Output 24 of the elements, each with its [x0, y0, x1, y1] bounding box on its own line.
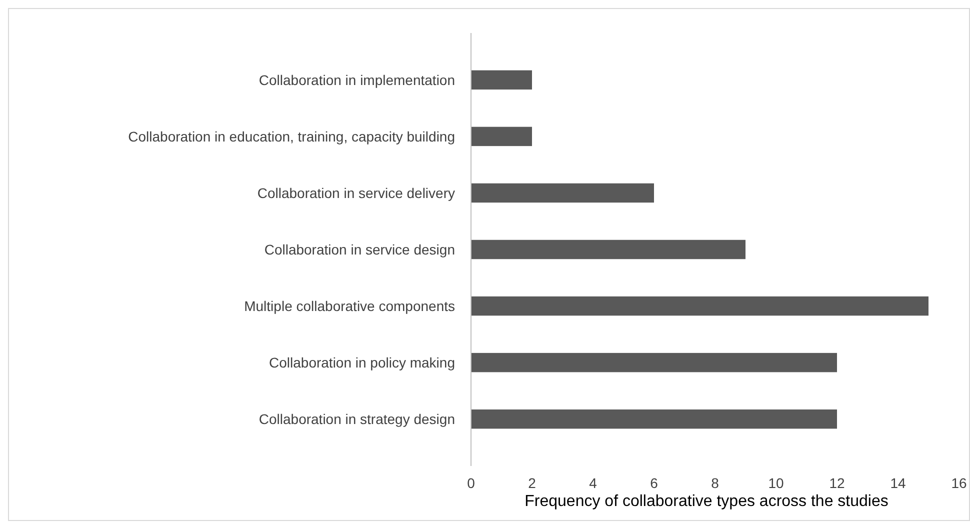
y-tick-label: Collaboration in education, training, capacity building: [128, 128, 455, 144]
x-tick-label: 10: [768, 475, 784, 491]
x-tick-label: 0: [467, 475, 476, 491]
y-tick-label: Collaboration in service design: [264, 241, 455, 258]
bar: [471, 409, 837, 429]
x-tick-label: 12: [829, 475, 845, 491]
bar: [471, 296, 928, 316]
bar: [471, 240, 746, 260]
x-tick-label: 14: [890, 475, 906, 491]
y-tick-label: Multiple collaborative components: [244, 298, 455, 314]
bar: [471, 126, 532, 146]
x-tick-label: 16: [951, 475, 967, 491]
bar: [471, 70, 532, 90]
x-tick-label: 8: [711, 475, 720, 491]
x-tick-label: 2: [528, 475, 536, 491]
x-axis-title: Frequency of collaborative types across the studies: [524, 493, 888, 510]
x-tick-label: 6: [650, 475, 658, 491]
bar: [471, 183, 654, 203]
y-tick-label: Collaboration in service delivery: [257, 184, 455, 201]
y-tick-label: Collaboration in policy making: [269, 354, 455, 370]
y-tick-label: Collaboration in strategy design: [258, 410, 455, 427]
bar: [471, 352, 837, 372]
x-tick-label: 4: [589, 475, 598, 491]
y-tick-label: Collaboration in implementation: [258, 72, 455, 88]
